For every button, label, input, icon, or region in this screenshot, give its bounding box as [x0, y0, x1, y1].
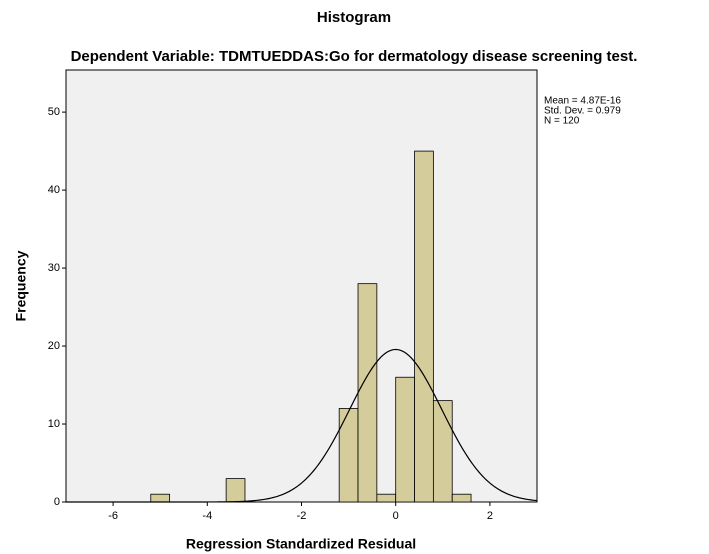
x-tick-label: -6: [108, 510, 118, 522]
stat-label: Mean = 4.87E-16: [544, 96, 621, 107]
bar: [357, 283, 378, 503]
y-tick-label: 40: [48, 184, 60, 196]
bar: [338, 408, 359, 503]
bar: [150, 493, 171, 503]
bar: [376, 493, 397, 503]
y-tick-label: 0: [54, 496, 60, 508]
x-tick-label: -4: [202, 510, 212, 522]
normal-curve: [66, 348, 538, 503]
y-tick-label: 10: [48, 418, 60, 430]
bar: [225, 478, 246, 503]
y-tick-label: 20: [48, 340, 60, 352]
x-tick-label: 2: [487, 510, 493, 522]
y-axis-label: Frequency: [13, 250, 29, 321]
y-tick-label: 50: [48, 106, 60, 118]
y-tick-label: 30: [48, 262, 60, 274]
chart-subtitle: Dependent Variable: TDMTUEDDAS:Go for de…: [71, 48, 638, 65]
bar: [451, 493, 472, 503]
x-tick-label: -2: [297, 510, 307, 522]
plot-area: [65, 69, 538, 503]
x-tick-label: 0: [393, 510, 399, 522]
stat-label: Std. Dev. = 0.979: [544, 106, 621, 117]
bar: [432, 400, 453, 503]
bar: [414, 150, 434, 503]
chart-title: Histogram: [317, 9, 391, 26]
bar: [395, 376, 415, 503]
x-axis-label: Regression Standardized Residual: [186, 536, 416, 552]
stat-label: N = 120: [544, 116, 580, 127]
